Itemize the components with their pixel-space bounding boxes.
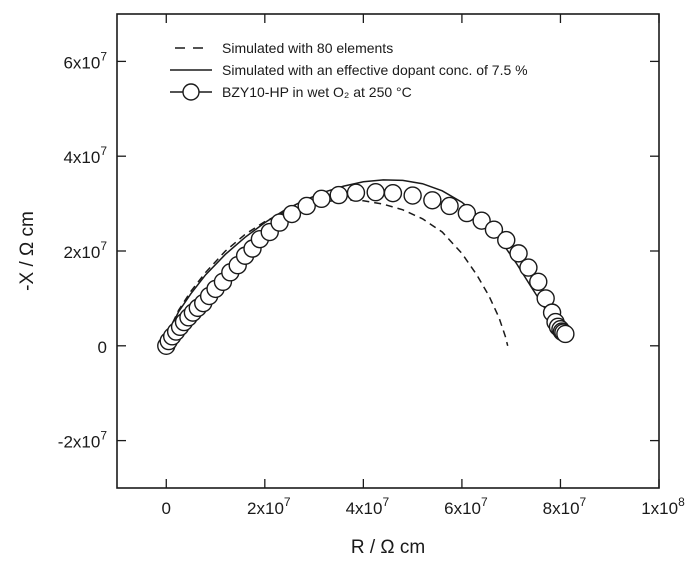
data-point: [282, 204, 302, 224]
data-point: [403, 186, 422, 205]
data-point: [297, 196, 316, 216]
axes: 0 2x107 4x107 6x107 8x107 1x108 -2x107 0 2x107 4x…: [58, 14, 685, 518]
x-axis-label: R / Ω cm: [351, 537, 425, 558]
y-axis-label: -X / Ω cm: [17, 211, 38, 291]
data-point: [529, 272, 548, 292]
legend-label: BZY10-HP in wet O₂ at 250 °C: [222, 84, 412, 100]
series-line-solid: [165, 179, 566, 346]
x-tick-label: 8x107: [543, 495, 587, 518]
data-point: [346, 183, 366, 202]
x-tick-label: 0: [162, 499, 171, 518]
data-point: [329, 185, 348, 205]
series-line-dashed: [165, 199, 509, 346]
data-point: [312, 189, 331, 209]
data-point: [457, 203, 477, 223]
y-tick-label: 2x107: [63, 239, 107, 262]
data-point: [497, 230, 516, 250]
y-tick-label: 6x107: [63, 49, 107, 72]
data-point: [484, 220, 504, 239]
data-point: [423, 191, 442, 210]
y-tick-label: 4x107: [63, 144, 107, 167]
data-point: [519, 258, 538, 277]
x-tick-label: 6x107: [444, 495, 488, 518]
data-point: [472, 211, 491, 230]
data-point: [440, 196, 459, 216]
x-tick-label: 2x107: [247, 495, 291, 518]
legend: Simulated with 80 elements Simulated with…: [170, 40, 528, 101]
y-tick-label: -2x107: [58, 429, 108, 452]
legend-marker: [182, 83, 200, 101]
x-tick-label: 1x108: [641, 495, 685, 518]
x-tick-label: 4x107: [346, 495, 390, 518]
y-tick-label: 0: [98, 338, 107, 357]
legend-label: Simulated with an effective dopant conc.…: [222, 62, 528, 78]
data-point: [383, 183, 403, 203]
plot-area: [157, 179, 575, 355]
data-point: [509, 244, 528, 263]
data-point: [366, 183, 385, 202]
data-point: [556, 324, 575, 344]
legend-label: Simulated with 80 elements: [222, 40, 393, 56]
